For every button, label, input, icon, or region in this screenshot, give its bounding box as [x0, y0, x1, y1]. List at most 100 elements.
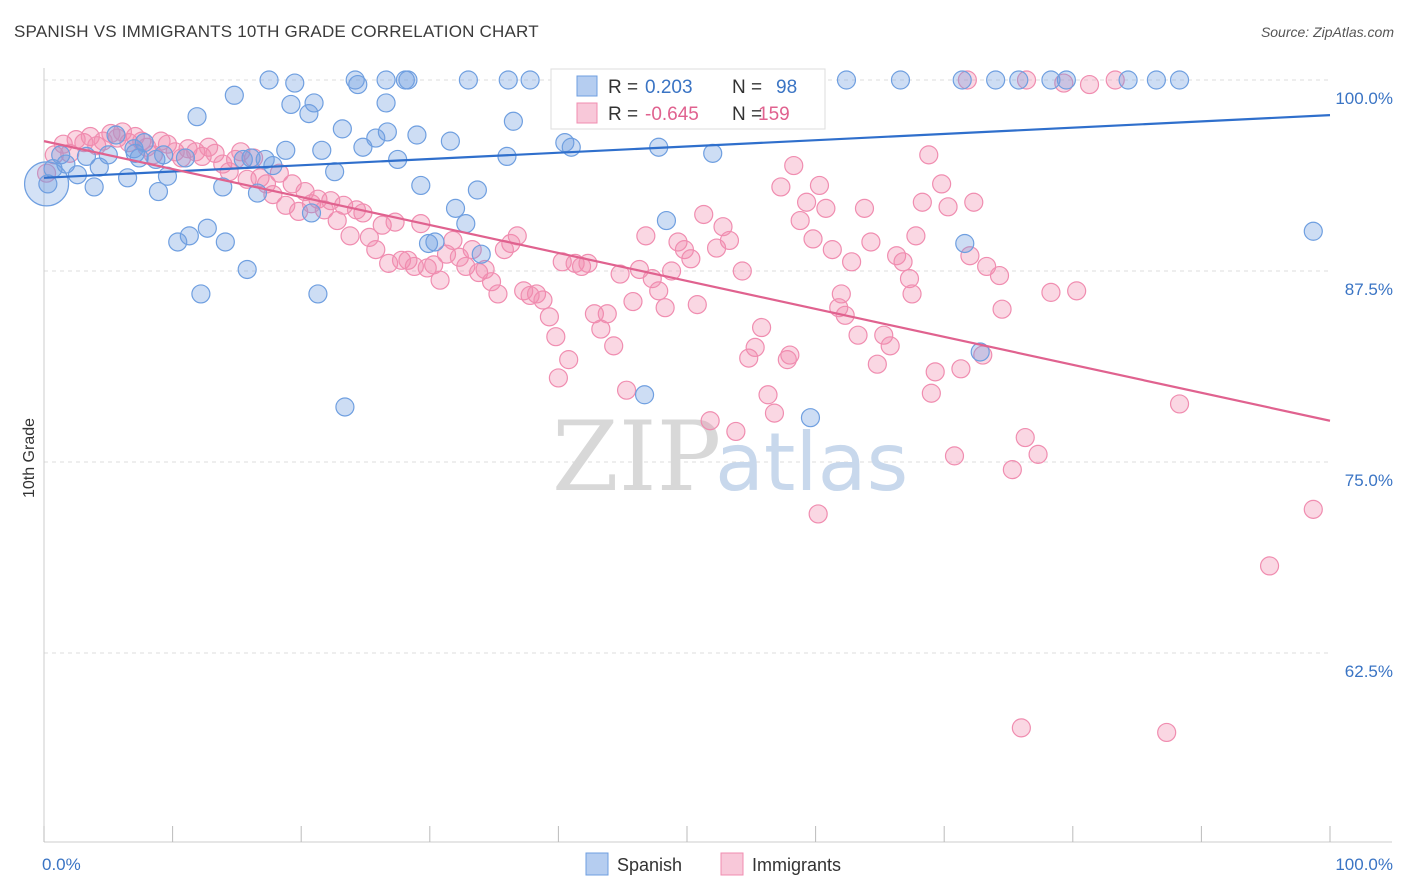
legend: Spanish Immigrants	[585, 852, 841, 876]
immigrants-point-109	[745, 337, 765, 357]
spanish-point-94	[304, 93, 324, 113]
spanish-point-82	[970, 342, 990, 362]
spanish-point-79	[890, 70, 911, 90]
spanish-point-52	[398, 70, 418, 90]
immigrants-point-117	[796, 192, 817, 212]
spanish-point-35	[285, 73, 305, 93]
immigrants-point-152	[1011, 718, 1031, 738]
spanish-point-78	[836, 70, 857, 90]
immigrants-point-110	[751, 317, 772, 338]
immigrants-point-128	[867, 354, 887, 374]
immigrants-point-126	[854, 198, 875, 218]
spanish-point-47	[376, 70, 396, 90]
y-tick-label-2: 87.5%	[1345, 280, 1393, 299]
immigrants-point-65	[462, 240, 482, 260]
spanish-trend-line	[43, 114, 1331, 179]
immigrants-point-159	[957, 70, 977, 90]
immigrants-point-111	[758, 385, 778, 405]
spanish-point-27	[237, 259, 257, 280]
spanish-point-20	[179, 226, 199, 246]
immigrants-point-160	[808, 504, 828, 524]
immigrants-point-116	[790, 210, 810, 231]
y-tick-label-1: 75.0%	[1345, 471, 1393, 490]
y-tick-labels: 62.5% 75.0% 87.5% 100.0%	[1335, 89, 1393, 681]
spanish-point-61	[467, 180, 487, 200]
watermark-atlas: atlas	[715, 416, 908, 509]
chart-title: SPANISH VS IMMIGRANTS 10TH GRADE CORRELA…	[14, 22, 539, 41]
spanish-point-96	[124, 139, 144, 159]
spanish-point-56	[425, 232, 445, 252]
spanish-point-71	[634, 385, 655, 405]
immigrants-point-157	[1016, 70, 1037, 90]
immigrants-point-108	[739, 348, 759, 368]
spanish-point-19	[175, 148, 196, 168]
immigrants-point-46	[340, 226, 360, 246]
immigrants-point-142	[964, 192, 984, 212]
immigrants-point-80	[559, 350, 579, 370]
immigrants-point-161	[780, 345, 800, 365]
spanish-point-30	[255, 149, 275, 170]
x-tick-label-1: 100.0%	[1335, 855, 1393, 874]
spanish-point-64	[503, 111, 523, 131]
immigrants-point-124	[842, 252, 862, 272]
immigrants-point-77	[539, 307, 559, 327]
immigrants-point-67	[475, 259, 495, 280]
spanish-point-large	[23, 161, 70, 207]
immigrants-point-89	[616, 380, 637, 400]
spanish-point-84	[1009, 70, 1029, 90]
spanish-point-95	[233, 149, 253, 170]
y-tick-label-0: 62.5%	[1345, 662, 1393, 681]
spanish-point-86	[1056, 70, 1076, 90]
immigrants-point-106	[726, 421, 746, 442]
immigrants-trend-line	[43, 140, 1331, 422]
spanish-point-63	[498, 70, 518, 90]
immigrants-point-60	[430, 270, 450, 290]
spanish-point-0	[38, 174, 58, 194]
spanish-point-41	[332, 119, 352, 139]
spanish-point-62	[471, 244, 491, 264]
immigrants-point-151	[1079, 74, 1100, 95]
spanish-point-44	[348, 74, 368, 95]
source-credit[interactable]: Source: ZipAtlas.com	[1260, 24, 1394, 40]
spanish-point-38	[308, 284, 328, 304]
immigrants-point-132	[893, 252, 913, 272]
immigrants-point-127	[861, 232, 881, 252]
spanish-point-77	[800, 408, 821, 428]
spanish-point-34	[281, 94, 301, 115]
spanish-r-label: R =	[608, 77, 638, 98]
immigrants-point-156	[1303, 499, 1323, 519]
spanish-point-40	[325, 162, 345, 182]
spanish-point-24	[213, 177, 233, 197]
immigrants-point-163	[902, 284, 922, 304]
immigrants-point-107	[732, 261, 752, 281]
watermark: ZIP atlas	[552, 401, 908, 513]
immigrants-point-102	[700, 411, 720, 431]
spanish-point-10	[117, 168, 138, 188]
immigrants-point-50	[366, 240, 386, 260]
immigrants-point-105	[719, 230, 740, 251]
spanish-point-22	[191, 284, 211, 304]
immigrants-point-145	[1002, 460, 1022, 480]
immigrants-point-129	[874, 325, 894, 345]
immigrants-point-136	[919, 145, 939, 165]
immigrants-point-135	[912, 192, 932, 212]
spanish-point-37	[301, 203, 322, 223]
immigrants-stat-swatch	[576, 102, 598, 124]
spanish-point-88	[1146, 70, 1166, 90]
spanish-point-42	[335, 397, 355, 417]
immigrants-point-100	[687, 295, 707, 315]
watermark-zip: ZIP	[552, 401, 721, 513]
spanish-point-97	[1303, 221, 1323, 241]
immigrants-point-76	[533, 290, 553, 310]
immigrants-point-168	[831, 284, 851, 304]
spanish-n-value: 98	[776, 77, 797, 98]
spanish-point-13	[134, 133, 154, 153]
immigrants-point-144	[989, 265, 1010, 286]
immigrants-point-118	[803, 229, 823, 249]
spanish-point-6	[84, 177, 104, 197]
immigrants-n-label: N =	[732, 104, 762, 125]
immigrants-n-value: 159	[758, 104, 790, 125]
spanish-point-75	[703, 143, 723, 163]
immigrants-point-140	[944, 446, 965, 466]
immigrants-point-62	[443, 230, 463, 251]
